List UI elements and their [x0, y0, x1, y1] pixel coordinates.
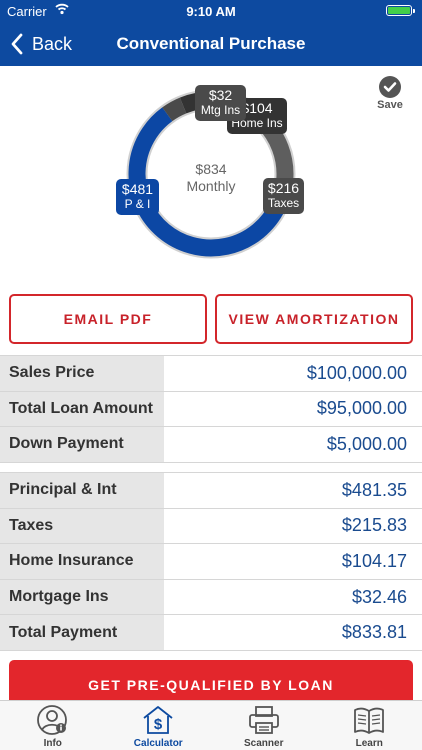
calculator-house-icon: $ — [143, 706, 173, 734]
table-row: Down Payment $5,000.00 — [0, 427, 422, 463]
tab-bar: Info $ Calculator Scanner Lea — [0, 700, 422, 750]
row-value: $833.81 — [341, 622, 407, 643]
mtg-ins-slice-label: $32 Mtg Ins — [195, 85, 246, 121]
taxes-amount: $216 — [267, 180, 300, 196]
status-bar: Carrier 9:10 AM — [0, 0, 422, 22]
pi-amount: $481 — [121, 181, 154, 197]
svg-text:$: $ — [154, 716, 163, 733]
wifi-icon — [55, 3, 69, 15]
tab-scanner[interactable]: Scanner — [211, 701, 317, 750]
row-label: Total Loan Amount — [0, 391, 164, 427]
pi-slice-label: $481 P & I — [116, 179, 159, 215]
chevron-left-icon — [11, 33, 23, 55]
table-row: Total Payment $833.81 — [0, 615, 422, 651]
battery-icon — [386, 5, 415, 16]
tab-scanner-label: Scanner — [244, 738, 284, 749]
donut-center-label: $834 Monthly — [161, 161, 261, 195]
table-row: Mortgage Ins $32.46 — [0, 579, 422, 616]
table-row: Sales Price $100,000.00 — [0, 356, 422, 392]
tab-info-label: Info — [43, 738, 62, 749]
save-button[interactable]: Save — [374, 76, 406, 111]
row-value: $104.17 — [341, 550, 407, 571]
tab-learn-label: Learn — [355, 738, 383, 749]
save-label: Save — [377, 99, 403, 111]
page-title: Conventional Purchase — [116, 34, 306, 53]
top-bar: Carrier 9:10 AM Back Conventional Purcha… — [0, 0, 422, 66]
payment-breakdown-table: Principal & Int $481.35 Taxes $215.83 Ho… — [0, 472, 422, 651]
navigation-bar: Back Conventional Purchase — [0, 22, 422, 66]
get-pre-qualified-button[interactable]: GET PRE-QUALIFIED BY LOAN — [9, 660, 413, 700]
pi-slice — [128, 107, 286, 257]
view-amortization-button[interactable]: VIEW AMORTIZATION — [215, 294, 413, 344]
row-label: Total Payment — [0, 615, 164, 650]
table-row: Principal & Int $481.35 — [0, 473, 422, 509]
row-value: $5,000.00 — [326, 433, 407, 454]
home-ins-amount: $104 — [241, 100, 273, 116]
pi-name: P & I — [124, 197, 151, 211]
tab-calculator[interactable]: $ Calculator — [106, 701, 212, 750]
tab-info[interactable]: Info — [0, 701, 106, 750]
email-pdf-button[interactable]: EMAIL PDF — [9, 294, 207, 344]
row-label: Mortgage Ins — [0, 579, 164, 615]
table-row: Total Loan Amount $95,000.00 — [0, 391, 422, 428]
mtg-ins-slice — [162, 97, 187, 122]
scanner-icon — [248, 706, 279, 734]
taxes-name: Taxes — [267, 196, 300, 210]
tab-learn[interactable]: Learn — [317, 701, 422, 750]
mtg-ins-amount: $32 — [208, 87, 233, 103]
row-value: $95,000.00 — [316, 398, 407, 419]
info-person-icon — [36, 705, 67, 735]
monthly-label: Monthly — [186, 178, 236, 194]
row-label: Home Insurance — [0, 544, 164, 579]
table-row: Taxes $215.83 — [0, 508, 422, 545]
row-value: $32.46 — [351, 586, 407, 607]
row-label: Sales Price — [0, 356, 164, 391]
back-button[interactable]: Back — [10, 31, 72, 57]
status-time: 9:10 AM — [186, 4, 236, 19]
tab-calculator-label: Calculator — [133, 738, 183, 749]
mtg-ins-name: Mtg Ins — [200, 103, 241, 117]
table-row: Home Insurance $104.17 — [0, 544, 422, 580]
taxes-slice-label: $216 Taxes — [263, 178, 304, 214]
monthly-amount: $834 — [195, 161, 227, 177]
carrier-label: Carrier — [7, 4, 47, 19]
row-label: Down Payment — [0, 427, 164, 462]
row-value: $100,000.00 — [306, 362, 407, 383]
checkmark-icon — [379, 76, 401, 98]
payment-donut-chart: $834 Monthly $481 P & I $216 Taxes $104 … — [0, 66, 422, 282]
row-label: Taxes — [0, 508, 164, 544]
book-icon — [354, 707, 385, 734]
loan-summary-table: Sales Price $100,000.00 Total Loan Amoun… — [0, 355, 422, 463]
row-value: $481.35 — [341, 479, 407, 500]
back-label: Back — [32, 33, 73, 54]
row-value: $215.83 — [341, 515, 407, 536]
row-label: Principal & Int — [0, 473, 164, 508]
